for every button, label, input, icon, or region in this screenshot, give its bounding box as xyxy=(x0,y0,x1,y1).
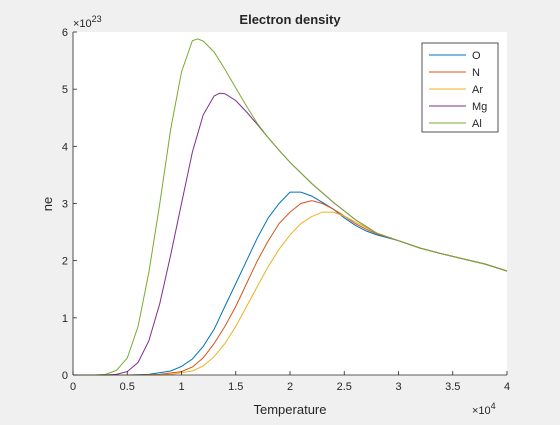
y-tick-label: 6 xyxy=(62,27,68,39)
x-exponent-power: 4 xyxy=(491,401,496,411)
y-exponent: ×1023 xyxy=(73,14,102,30)
legend-label-ar: Ar xyxy=(472,84,483,96)
series-lines xyxy=(73,38,508,376)
x-tick-label: 1.5 xyxy=(228,381,243,393)
y-exponent-times: ×10 xyxy=(73,18,92,30)
legend-label-o: O xyxy=(472,50,481,62)
ticks: 0 0.5 1 1.5 2 2.5 3 3.5 4 0 1 2 3 4 5 6 xyxy=(62,27,510,393)
y-axis-label: ne xyxy=(40,197,55,211)
x-exponent: ×104 xyxy=(472,401,496,417)
series-line-al xyxy=(73,38,508,376)
y-tick-label: 3 xyxy=(62,199,68,211)
y-tick-label: 0 xyxy=(62,370,68,382)
x-exponent-times: ×10 xyxy=(472,405,491,417)
y-tick-label: 2 xyxy=(62,256,68,268)
x-tick-label: 1 xyxy=(178,381,184,393)
x-exponent-base: ×104 xyxy=(472,401,496,417)
x-tick-label: 2 xyxy=(287,381,293,393)
legend-items: ON Ar Mg Al xyxy=(429,50,487,130)
legend-label-al: Al xyxy=(472,118,482,130)
x-tick-label: 3.5 xyxy=(445,381,460,393)
chart-title: Electron density xyxy=(239,12,341,27)
y-tick-label: 1 xyxy=(62,313,68,325)
x-tick-label: 3 xyxy=(395,381,401,393)
legend-label-n: N xyxy=(472,67,480,79)
legend-box xyxy=(421,42,499,133)
x-tick-label: 4 xyxy=(504,381,510,393)
x-tick-label: 0.5 xyxy=(120,381,135,393)
x-axis-label: Temperature xyxy=(254,402,327,417)
y-exponent-base: ×1023 xyxy=(73,14,102,30)
y-tick-label: 4 xyxy=(62,141,68,153)
x-tick-label: 0 xyxy=(70,381,76,393)
legend-label-mg: Mg xyxy=(472,101,487,113)
y-tick-label: 5 xyxy=(62,84,68,96)
x-tick-label: 2.5 xyxy=(337,381,352,393)
legend: ON Ar Mg Al xyxy=(421,42,499,133)
y-exponent-power: 23 xyxy=(92,14,102,24)
